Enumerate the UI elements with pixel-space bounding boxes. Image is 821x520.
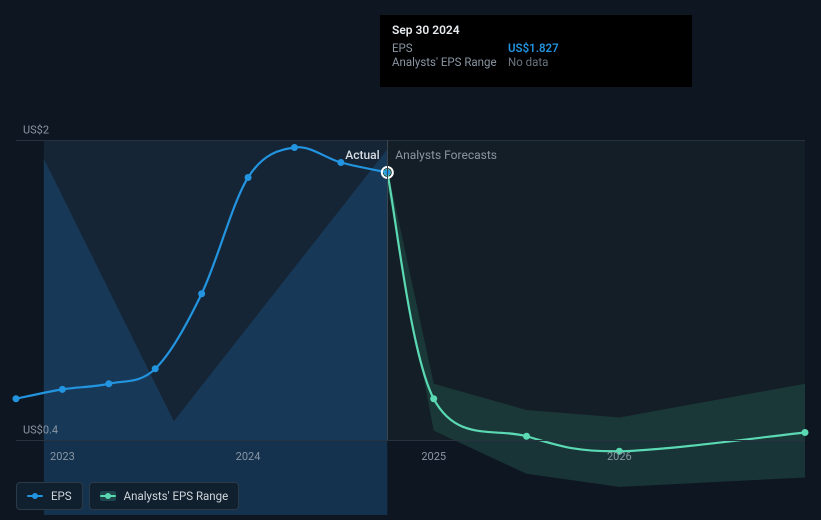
y-axis-label: US$0.4 xyxy=(23,424,58,437)
legend-label-range: Analysts' EPS Range xyxy=(124,489,229,503)
legend-item-eps[interactable]: EPS xyxy=(16,482,83,510)
tooltip-row: EPSUS$1.827 xyxy=(392,41,680,55)
gridline xyxy=(16,440,805,441)
gridline xyxy=(16,140,805,141)
x-axis-label: 2025 xyxy=(421,450,446,463)
x-axis-label: 2026 xyxy=(607,450,632,463)
legend-swatch-eps xyxy=(27,491,43,501)
tooltip-row-value: US$1.827 xyxy=(508,41,559,55)
tooltip-row-label: Analysts' EPS Range xyxy=(392,55,508,69)
tooltip-row-value: No data xyxy=(508,55,548,69)
plot-area[interactable] xyxy=(16,140,805,440)
x-axis-label: 2024 xyxy=(236,450,261,463)
legend-item-range[interactable]: Analysts' EPS Range xyxy=(89,482,240,510)
section-label-actual: Actual xyxy=(345,148,379,162)
legend: EPS Analysts' EPS Range xyxy=(16,482,239,510)
x-axis-label: 2023 xyxy=(50,450,75,463)
data-tooltip: Sep 30 2024 EPSUS$1.827Analysts' EPS Ran… xyxy=(380,15,692,87)
y-axis-label: US$2 xyxy=(23,124,49,137)
legend-label-eps: EPS xyxy=(51,489,72,503)
tooltip-date: Sep 30 2024 xyxy=(392,23,680,37)
hover-vertical-line xyxy=(387,140,388,440)
tooltip-row-label: EPS xyxy=(392,41,508,55)
legend-swatch-range xyxy=(100,491,116,501)
section-label-forecast: Analysts Forecasts xyxy=(395,148,497,162)
tooltip-row: Analysts' EPS RangeNo data xyxy=(392,55,680,69)
